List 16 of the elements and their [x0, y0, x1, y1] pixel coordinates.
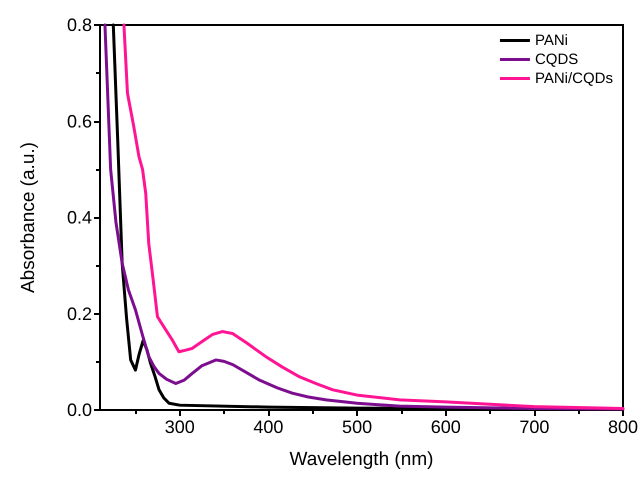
legend-label: PANi [534, 32, 568, 49]
legend-label: PANi/CQDs [534, 70, 613, 87]
legend-label: CQDS [534, 51, 578, 68]
y-tick-label: 0.8 [66, 15, 92, 35]
y-tick-label: 0.0 [66, 400, 92, 420]
y-tick-label: 0.4 [66, 208, 92, 228]
x-tick-label: 600 [430, 417, 461, 437]
x-tick-label: 500 [342, 417, 372, 437]
y-axis-title: Absorbance (a.u.) [18, 142, 39, 294]
y-tick-label: 0.6 [66, 111, 92, 132]
x-tick-label: 400 [253, 417, 284, 437]
x-axis-title: Wavelength (nm) [290, 449, 434, 470]
x-tick-label: 700 [519, 417, 550, 437]
x-tick-label: 300 [164, 417, 195, 437]
y-tick-label: 0.2 [66, 304, 92, 324]
x-tick-label: 800 [608, 417, 638, 437]
